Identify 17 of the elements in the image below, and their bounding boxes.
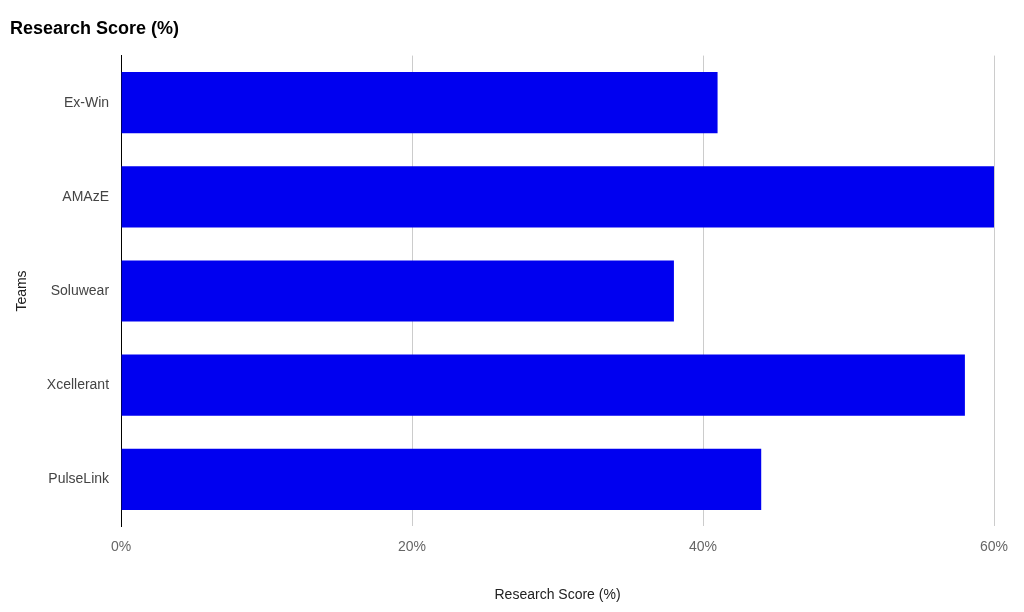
chart-title: Research Score (%) <box>10 17 180 38</box>
y-axis-title: Teams <box>13 270 30 312</box>
bar <box>121 72 718 134</box>
y-tick-label: Xcellerant <box>46 376 110 393</box>
y-tick-label: Soluwear <box>50 281 110 298</box>
y-tick-label: PulseLink <box>48 470 111 487</box>
x-tick-label: 40% <box>689 537 718 554</box>
y-tick-label: AMAzE <box>62 187 110 204</box>
x-tick-label: 60% <box>979 537 1009 554</box>
x-tick-label: 0% <box>110 537 132 554</box>
bar <box>121 166 994 228</box>
bar <box>121 448 762 510</box>
bar <box>121 354 965 416</box>
bar <box>121 260 674 322</box>
x-axis-title: Research Score (%) <box>494 586 621 603</box>
y-tick-label: Ex-Win <box>63 93 110 110</box>
x-tick-label: 20% <box>398 537 427 554</box>
